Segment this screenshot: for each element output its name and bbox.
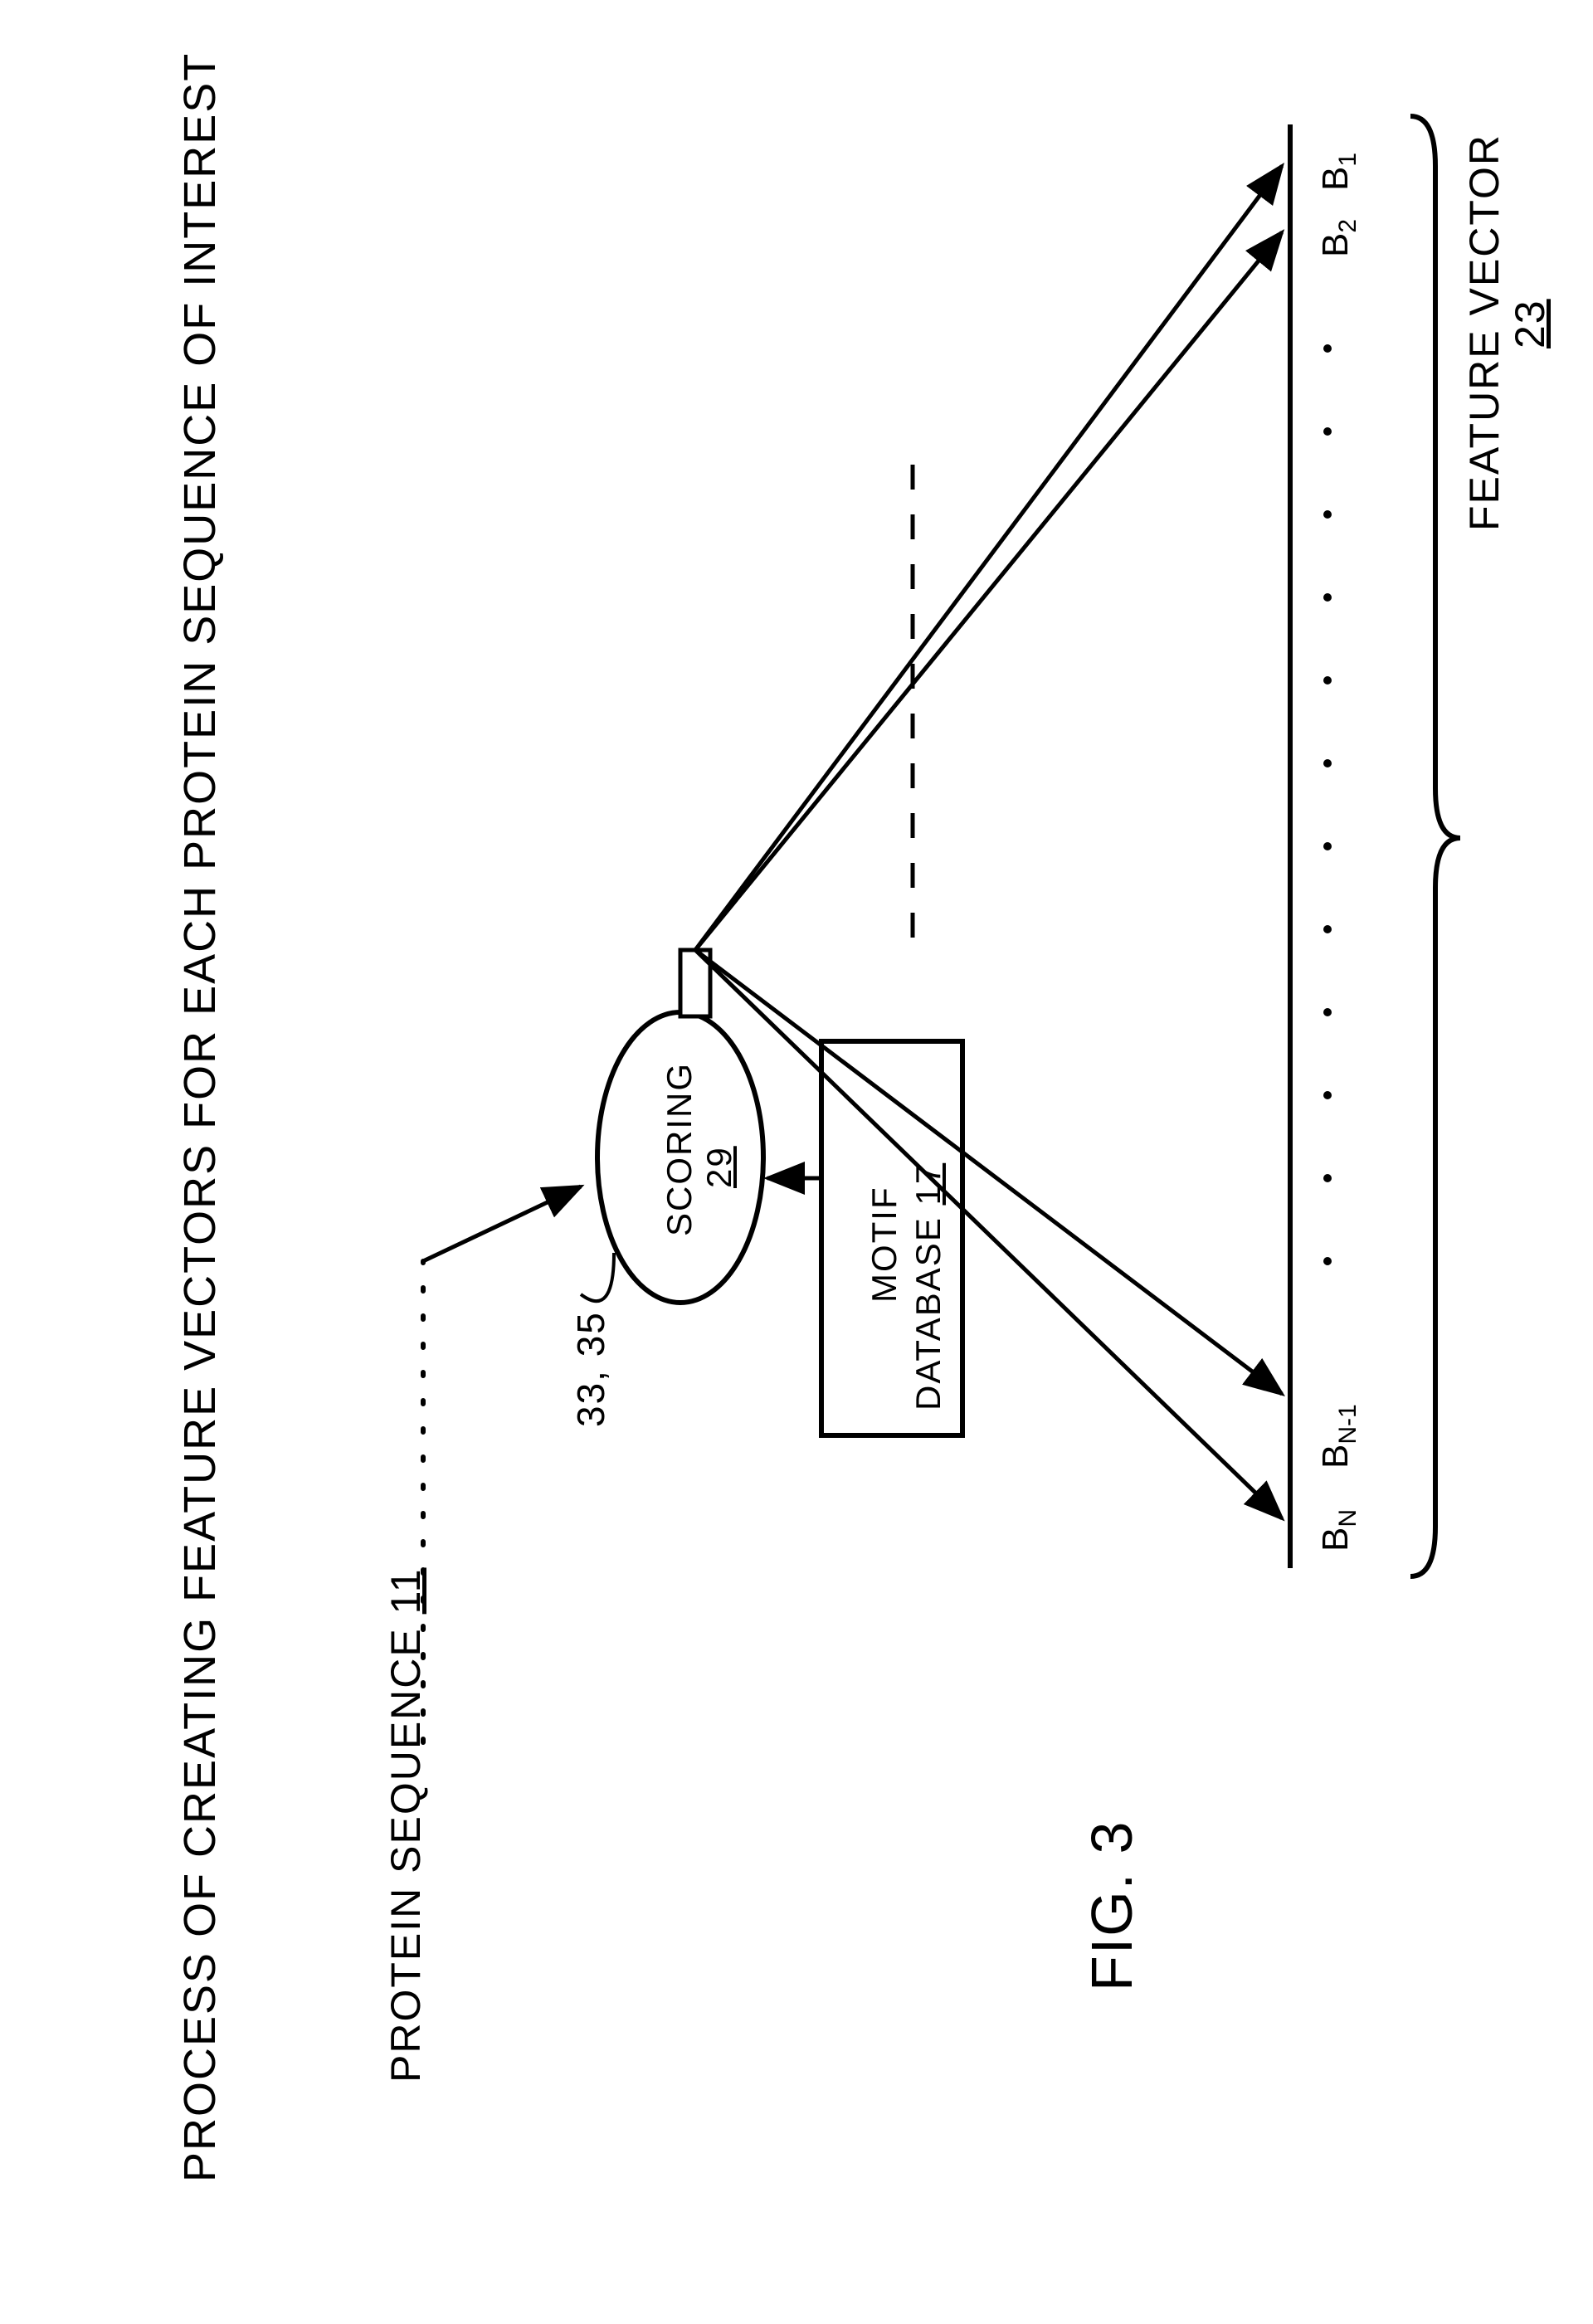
vector-dots [1323,344,1332,1265]
fanout-arrow-3 [695,950,1282,1394]
protein-to-scoring-arrow [423,1186,581,1261]
diagram-svg [0,0,1593,2324]
fanout-arrow-2 [695,232,1282,950]
scoring-ellipse [597,1012,763,1303]
fanout-arrow-1 [695,166,1282,950]
feature-vector-brace [1410,116,1460,1576]
module-ref-callout [581,1253,614,1301]
fanout-arrow-4 [695,950,1282,1518]
